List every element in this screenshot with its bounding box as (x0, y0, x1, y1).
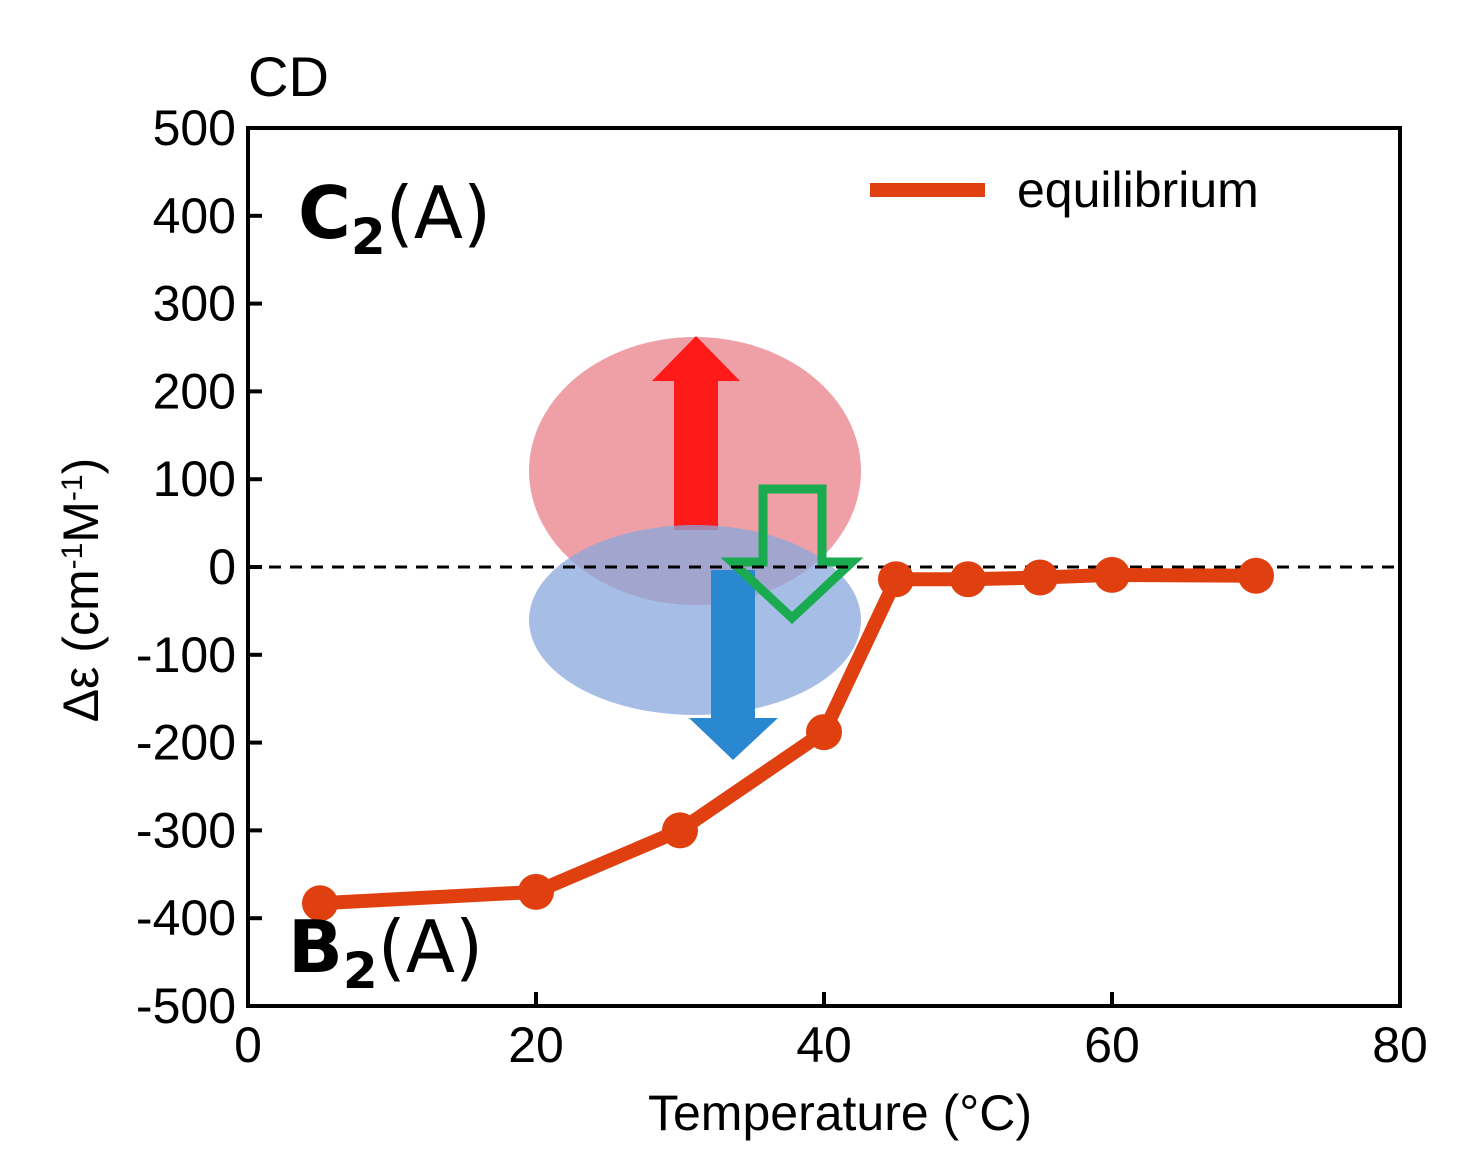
y-tick-label: -500 (136, 978, 236, 1034)
x-tick-label: 0 (234, 1017, 262, 1073)
data-point (1022, 559, 1058, 596)
y-tick-label: -100 (136, 627, 236, 683)
lower-state-sub: 2 (343, 942, 378, 1000)
y-tick-label: -400 (136, 890, 236, 946)
data-point (1238, 557, 1274, 594)
x-axis-title: Temperature (°C) (648, 1085, 1032, 1141)
lower-state-suffix: (A) (378, 905, 483, 989)
y-tick-label: 500 (153, 100, 236, 156)
y-tick-label: -200 (136, 715, 236, 771)
upper-state-suffix: (A) (386, 171, 491, 255)
upper-state-sub: 2 (351, 208, 386, 266)
data-point (662, 812, 698, 849)
y-axis-title-main: Δε (cm (53, 569, 109, 722)
y-axis-title: Δε (cm-1M-1) (53, 458, 109, 723)
data-point (806, 714, 842, 751)
x-tick-label: 40 (796, 1017, 852, 1073)
b2-state-ellipse (529, 525, 861, 715)
annotation-layer (529, 336, 864, 760)
x-tick-label: 80 (1372, 1017, 1428, 1073)
data-point (878, 561, 914, 598)
data-point (1094, 556, 1130, 593)
lower-state-main: B (288, 905, 343, 989)
data-point (302, 885, 338, 922)
up-arrow-icon (652, 336, 740, 530)
x-tick-label: 20 (508, 1017, 564, 1073)
panel-title: CD (248, 45, 329, 108)
series-layer (302, 556, 1274, 922)
data-point (518, 873, 554, 910)
y-axis-title-end: ) (53, 458, 109, 475)
y-tick-label: -300 (136, 802, 236, 858)
legend-label-equilibrium: equilibrium (1017, 162, 1259, 218)
down-arrow-icon (689, 570, 778, 760)
lower-state-label: B2(A) (288, 905, 483, 1000)
data-point (950, 561, 986, 598)
legend: equilibrium (870, 162, 1259, 218)
y-axis-title-exp2: -1 (56, 474, 89, 501)
upper-state-label: C2(A) (298, 171, 491, 266)
y-tick-label: 400 (153, 188, 236, 244)
y-tick-label: 200 (153, 363, 236, 419)
y-tick-label: 300 (153, 276, 236, 332)
y-tick-label: 100 (153, 451, 236, 507)
upper-state-main: C (298, 171, 351, 255)
x-tick-label: 60 (1084, 1017, 1140, 1073)
y-axis-title-exp1: -1 (56, 543, 89, 570)
y-axis-title-mid: M (53, 501, 109, 543)
hollow-down-arrow-icon (720, 484, 864, 625)
y-tick-label: 0 (208, 539, 236, 595)
